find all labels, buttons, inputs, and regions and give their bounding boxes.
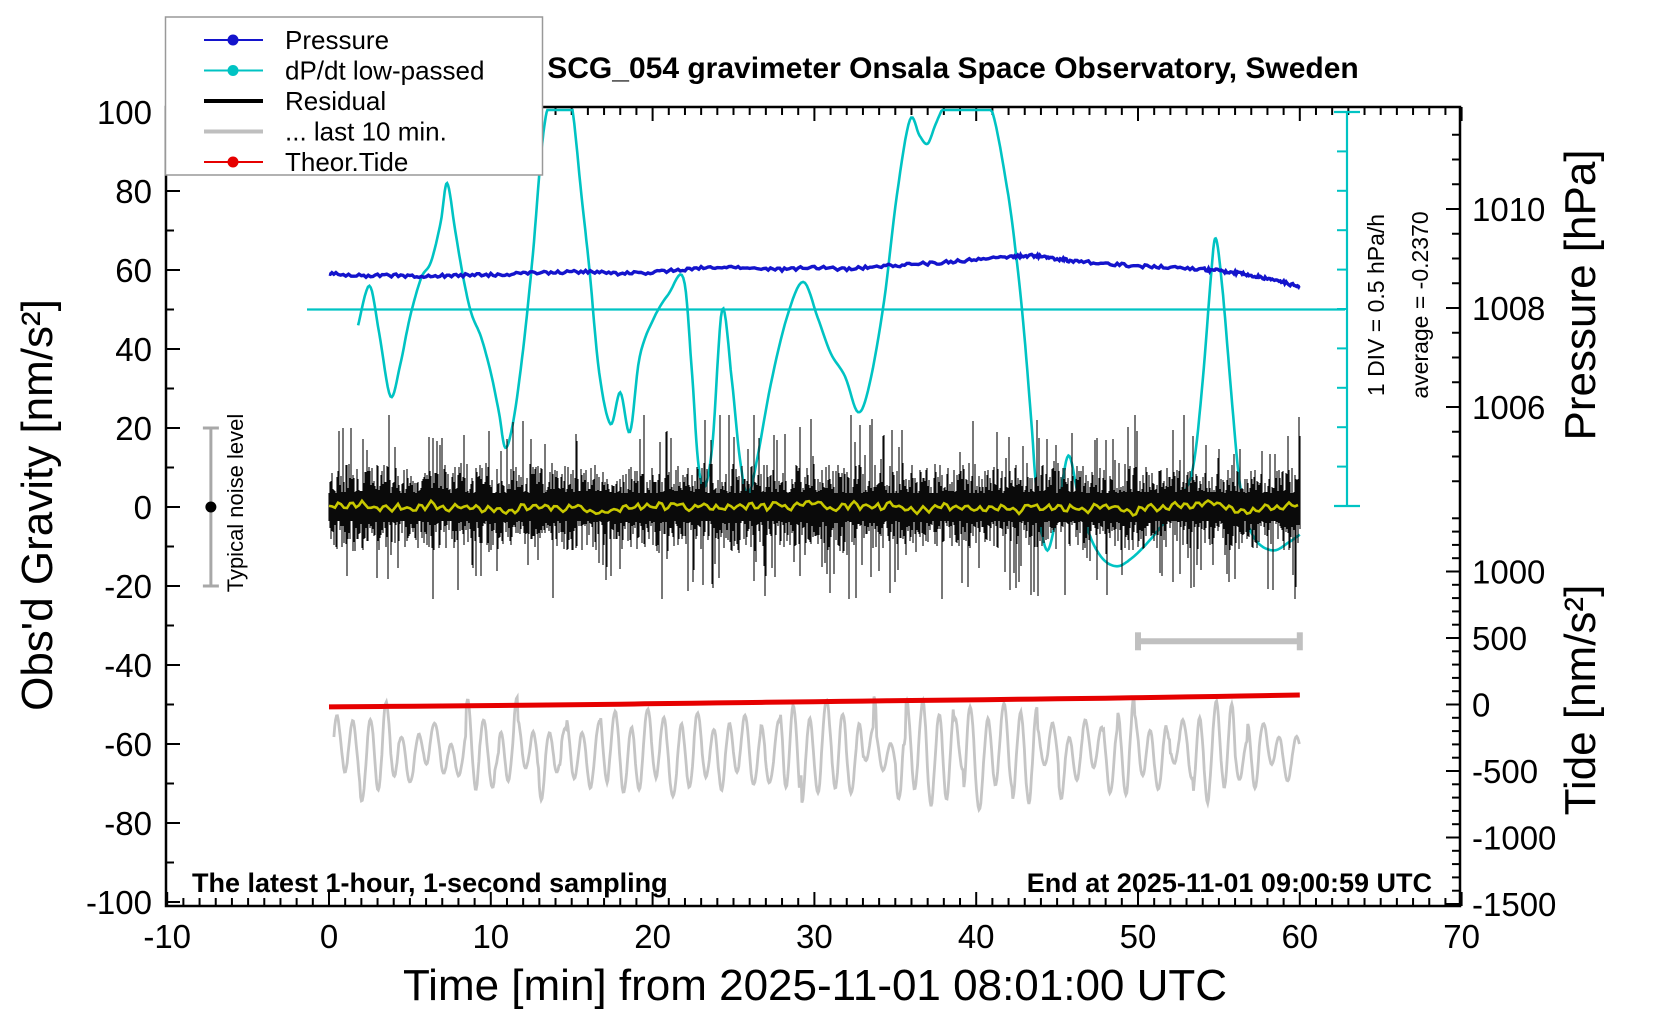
theor-tide-curve (328, 692, 1300, 710)
tick-label: 0 (1472, 687, 1490, 724)
axis-tick-labels: -10 0 10 20 30 40 50 60 70100806040200-20-40-60-… (86, 94, 1556, 955)
tick-label: 80 (115, 173, 152, 210)
tick-label: 1000 (1472, 554, 1545, 591)
tick-label: -100 (86, 884, 152, 921)
tick-label: -60 (104, 726, 152, 763)
tick-label: -20 (104, 568, 152, 605)
tick-label: 70 (1443, 918, 1480, 955)
tick-label: 10 (472, 918, 509, 955)
tick-label: 20 (634, 918, 671, 955)
tick-label: 1010 (1472, 191, 1545, 228)
tick-label: 100 (97, 94, 152, 131)
legend-label-tide: Theor.Tide (285, 147, 408, 177)
tick-label: 500 (1472, 620, 1527, 657)
tick-label: -1000 (1472, 820, 1556, 857)
legend-label-dpdt: dP/dt low-passed (285, 56, 484, 86)
tick-label: -500 (1472, 753, 1538, 790)
tick-label: 1006 (1472, 389, 1545, 426)
noise-level-label: Typical noise level (223, 414, 248, 593)
end-time-note: End at 2025-11-01 09:00:59 UTC (1027, 868, 1432, 898)
tick-label: 60 (1281, 918, 1318, 955)
legend-label-pressure: Pressure (285, 25, 389, 55)
tick-label: -10 (143, 918, 191, 955)
noise-level-dot (205, 501, 217, 513)
average-label: average = -0.2370 (1407, 211, 1433, 398)
x-axis-title: Time [min] from 2025-11-01 08:01:00 UTC (403, 961, 1227, 1010)
legend-label-last10: ... last 10 min. (285, 117, 447, 147)
tick-label: 20 (115, 410, 152, 447)
gravity-axis-title: Obs'd Gravity [nm/s²] (13, 299, 62, 711)
sampling-note: The latest 1-hour, 1-second sampling (192, 868, 668, 898)
tick-label: 30 (796, 918, 833, 955)
tick-label: -80 (104, 805, 152, 842)
plot-markers (202, 426, 1303, 651)
legend-dot-dpdt (227, 65, 239, 76)
legend-box (164, 16, 544, 176)
legend: Pressure dP/dt low-passed Residual ... l… (164, 16, 544, 177)
tick-label: -40 (104, 647, 152, 684)
tick-label: 0 (320, 918, 338, 955)
residual-lowpass-curve (328, 498, 1299, 518)
pressure-axis-title: Pressure [hPa] (1556, 149, 1605, 440)
dpdt-reference-and-scalebar (307, 110, 1360, 508)
last10min-trace (332, 692, 1301, 814)
tick-label: 60 (115, 252, 152, 289)
dpdt-curve (356, 108, 1301, 568)
div-scale-label: 1 DIV = 0.5 hPa/h (1363, 214, 1389, 396)
tick-label: 50 (1120, 918, 1157, 955)
chart-title: SCG_054 gravimeter Onsala Space Observat… (547, 52, 1359, 85)
legend-label-residual: Residual (285, 86, 386, 116)
tick-label: 1008 (1472, 290, 1545, 327)
tick-label: 40 (958, 918, 995, 955)
data-series (328, 108, 1301, 814)
tick-label: 0 (134, 489, 152, 526)
pressure-curve (328, 251, 1301, 290)
legend-dot-pressure (227, 34, 239, 46)
legend-dot-tide (227, 156, 239, 168)
tick-label: 40 (115, 331, 152, 368)
tick-label: -1500 (1472, 886, 1556, 923)
tide-axis-title: Tide [nm/s²] (1556, 585, 1605, 816)
